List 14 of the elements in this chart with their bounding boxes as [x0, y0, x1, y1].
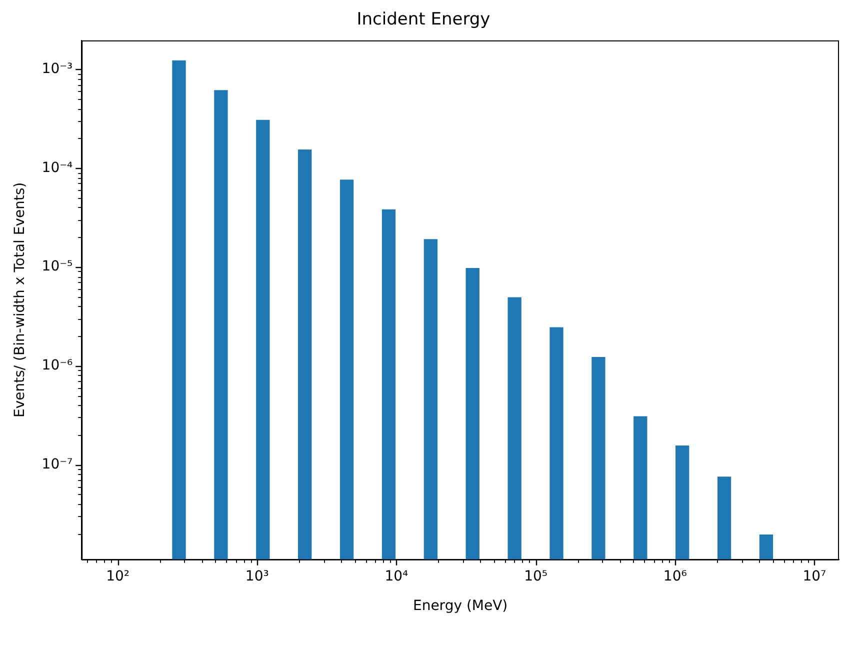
x-tick-label: 10⁵	[524, 568, 548, 584]
y-tick-label: 10⁻⁵	[42, 258, 73, 275]
y-tick-label: 10⁻³	[42, 60, 73, 77]
y-axis-title: Events/ (Bin-width x Total Events)	[12, 182, 28, 418]
x-axis-title: Energy (MeV)	[412, 598, 508, 614]
x-tick-label: 10⁶	[663, 568, 688, 584]
chart-title: Incident Energy	[356, 10, 490, 30]
y-tick-label: 10⁻⁶	[42, 357, 73, 374]
y-tick-label: 10⁻⁷	[42, 456, 73, 472]
y-tick-label: 10⁻⁴	[42, 160, 73, 176]
x-tick-label: 10²	[106, 568, 130, 584]
x-tick-label: 10³	[245, 568, 269, 584]
x-tick-label: 10⁷	[802, 568, 826, 584]
x-tick-label: 10⁴	[384, 568, 409, 584]
